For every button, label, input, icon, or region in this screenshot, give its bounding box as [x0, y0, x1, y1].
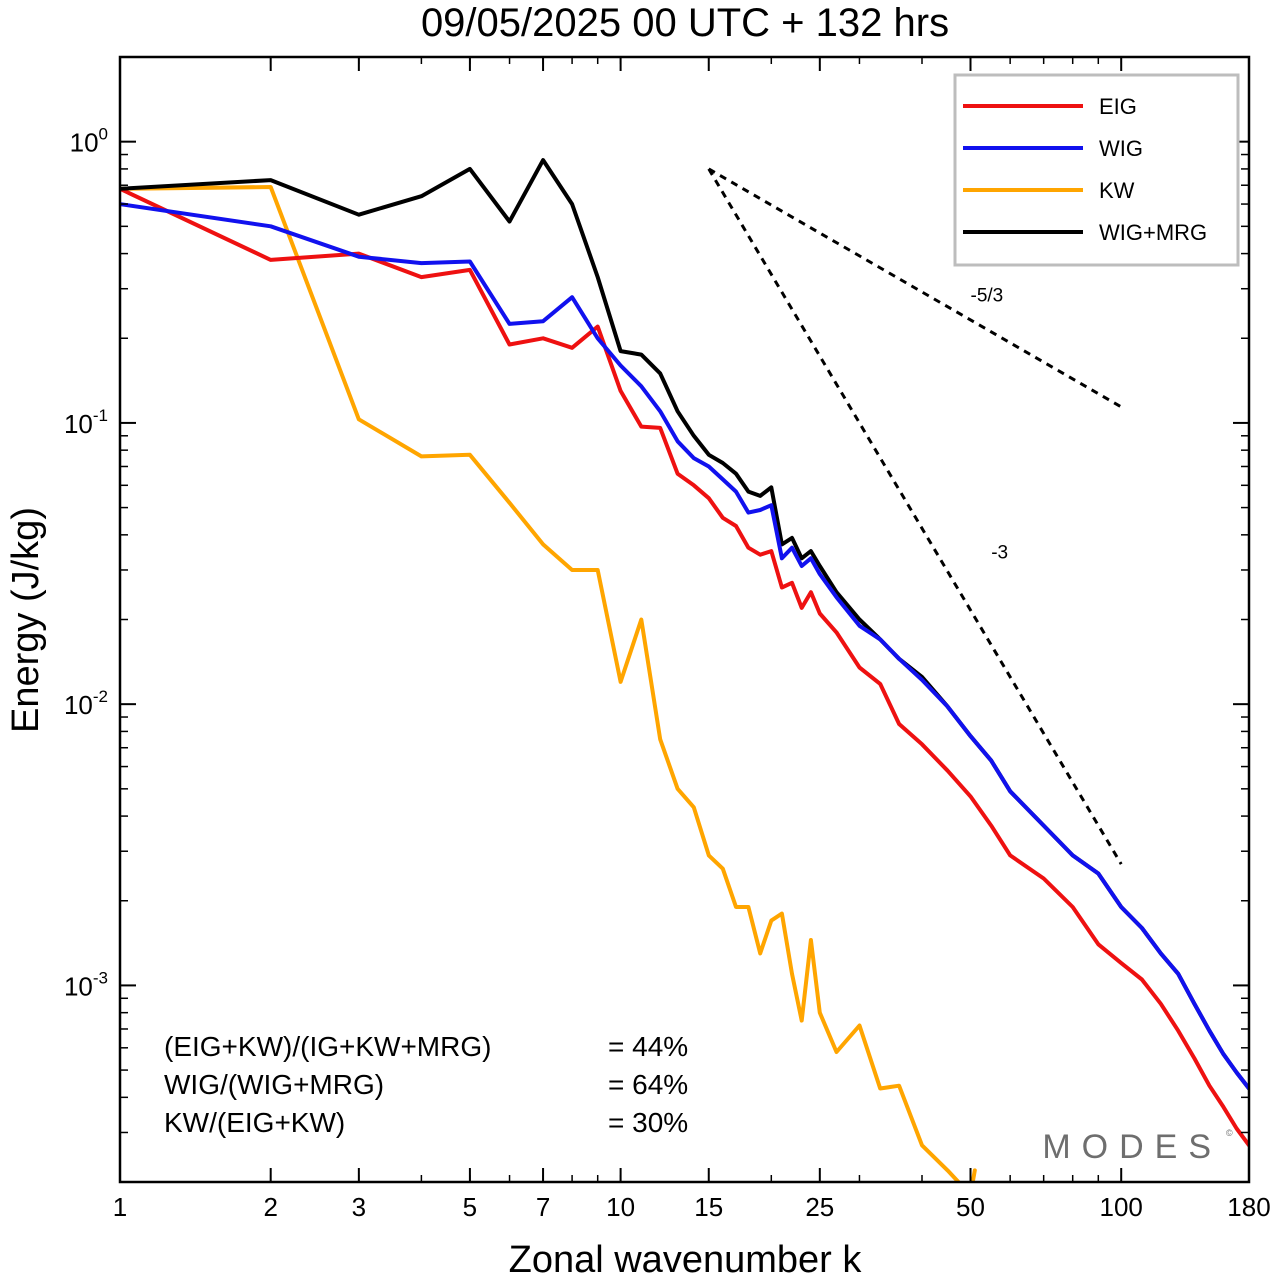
- series-line-kw: [120, 185, 977, 1182]
- y-axis-label: Energy (J/kg): [5, 507, 47, 733]
- legend-label-eig: EIG: [1099, 94, 1137, 119]
- legend-items: EIG WIG KW WIG+MRG: [963, 94, 1207, 245]
- stat-label: WIG/(WIG+MRG): [164, 1069, 384, 1100]
- x-tick-label: 7: [536, 1192, 550, 1222]
- reference-line-label-3: -3: [991, 542, 1008, 563]
- stat-label: (EIG+KW)/(IG+KW+MRG): [164, 1031, 491, 1062]
- x-axis-label: Zonal wavenumber k: [509, 1239, 863, 1281]
- x-tick-label: 2: [263, 1192, 277, 1222]
- chart-title: 09/05/2025 00 UTC + 132 hrs: [421, 1, 949, 45]
- stat-value: = 30%: [608, 1107, 688, 1138]
- x-tick-label: 1: [113, 1192, 127, 1222]
- x-tick-label: 100: [1100, 1192, 1143, 1222]
- energy-ratio-stats: (EIG+KW)/(IG+KW+MRG) = 44% WIG/(WIG+MRG) = …: [164, 1031, 688, 1138]
- x-tick-label: 10: [606, 1192, 635, 1222]
- reference-line-slope-5-3: [708, 167, 1122, 409]
- stat-value: = 44%: [608, 1031, 688, 1062]
- series-line-wig: [120, 202, 1249, 1091]
- y-tick-label: 100: [70, 125, 108, 158]
- plot-frame: [118, 55, 1251, 1184]
- axis-ticks: 1 2 3 5 7 10 15 25 50 100 180 100 10-1 10-2 10-3: [64, 56, 1271, 1222]
- y-tick-label: 10-1: [64, 406, 108, 439]
- reference-line-slope-3: [707, 168, 1123, 865]
- legend: EIG WIG KW WIG+MRG: [953, 73, 1240, 267]
- x-tick-label: 25: [805, 1192, 834, 1222]
- x-tick-label: 5: [463, 1192, 477, 1222]
- reference-line-label-5-3: -5/3: [971, 286, 1004, 307]
- reference-slope-lines: -5/3 -3: [707, 167, 1123, 865]
- legend-label-wig-mrg: WIG+MRG: [1099, 220, 1207, 245]
- stat-value: = 64%: [608, 1069, 688, 1100]
- series-line-wig-mrg: [120, 158, 1249, 1091]
- legend-label-kw: KW: [1099, 178, 1135, 203]
- y-tick-label: 10-2: [64, 687, 108, 720]
- legend-label-wig: WIG: [1099, 136, 1143, 161]
- series-layer: [120, 158, 1249, 1182]
- x-tick-label: 3: [352, 1192, 366, 1222]
- copyright-mark-icon: ©: [1226, 1128, 1233, 1138]
- modes-logo: MODES: [1042, 1128, 1222, 1166]
- stat-label: KW/(EIG+KW): [164, 1107, 345, 1138]
- x-tick-label: 15: [694, 1192, 723, 1222]
- x-tick-label: 180: [1227, 1192, 1270, 1222]
- series-line-eig: [120, 186, 1249, 1148]
- x-tick-label: 50: [956, 1192, 985, 1222]
- y-tick-label: 10-3: [64, 968, 108, 1001]
